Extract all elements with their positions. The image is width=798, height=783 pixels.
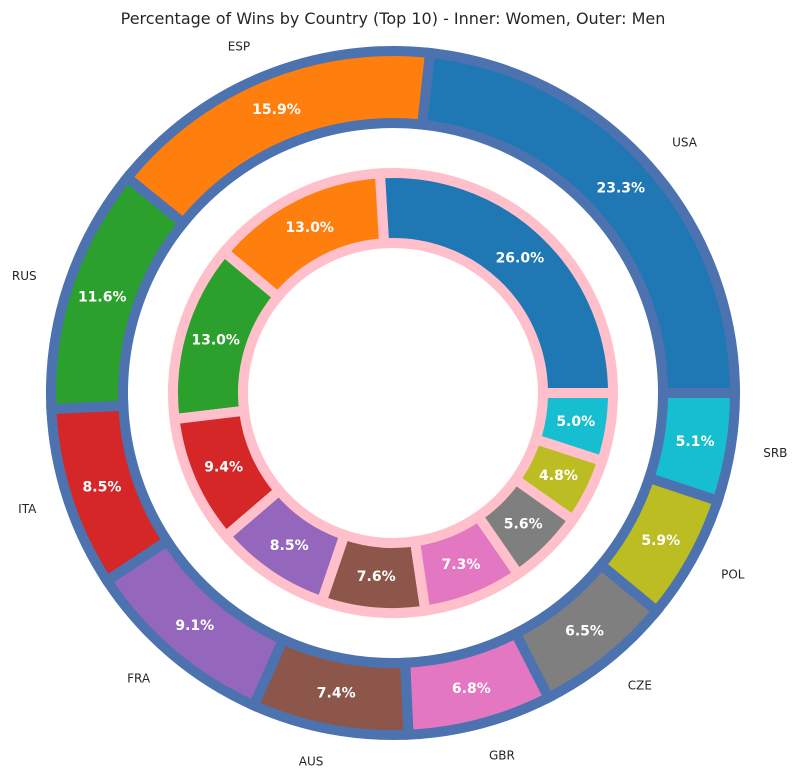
chart-title: Percentage of Wins by Country (Top 10) -… [121,9,666,28]
outer-slice-srb [642,388,741,507]
inner-percent-label-cze: 5.6% [504,516,543,532]
outer-percent-label-rus: 11.6% [78,290,127,306]
inner-slice-srb [529,388,619,468]
inner-percent-label-fra: 8.5% [270,538,309,554]
outer-percent-labels: 23.3% 15.9% 11.6% 8.5% 9.1% 7.4% 6.8% 6.5% 5.9% 5… [78,102,715,702]
inner-percent-label-rus: 13.0% [191,332,240,348]
category-label-aus: AUS [299,754,324,768]
outer-category-labels: USA ESP RUS ITA FRA AUS GBR CZE POL SRB [12,39,787,768]
category-label-pol: POL [721,568,745,582]
inner-percent-label-gbr: 7.3% [442,557,481,573]
inner-percent-label-usa: 26.0% [496,250,545,266]
inner-percent-label-esp: 13.0% [285,220,334,236]
category-label-fra: FRA [127,672,151,686]
category-label-ita: ITA [18,502,37,516]
category-label-srb: SRB [763,446,787,460]
outer-percent-label-esp: 15.9% [252,102,301,118]
inner-ring [168,168,619,618]
outer-percent-label-gbr: 6.8% [452,681,491,697]
category-label-cze: CZE [628,678,652,692]
category-label-usa: USA [672,136,698,150]
outer-percent-label-srb: 5.1% [676,434,715,450]
outer-ring [46,46,741,741]
inner-percent-label-aus: 7.6% [357,569,396,585]
outer-percent-label-cze: 6.5% [565,624,604,640]
outer-percent-label-fra: 9.1% [175,618,214,634]
inner-slice-usa [374,168,619,398]
outer-percent-label-ita: 8.5% [83,479,122,495]
category-label-esp: ESP [228,39,250,53]
inner-percent-label-ita: 9.4% [204,459,243,475]
outer-percent-label-usa: 23.3% [596,181,645,197]
category-label-gbr: GBR [489,749,515,763]
category-label-rus: RUS [12,269,37,283]
inner-percent-label-srb: 5.0% [556,414,595,430]
inner-percent-label-pol: 4.8% [539,468,578,484]
inner-percent-labels: 26.0% 13.0% 13.0% 9.4% 8.5% 7.6% 7.3% 5.6% 4.8% 5… [191,220,595,585]
outer-percent-label-pol: 5.9% [641,533,680,549]
outer-percent-label-aus: 7.4% [317,686,356,702]
